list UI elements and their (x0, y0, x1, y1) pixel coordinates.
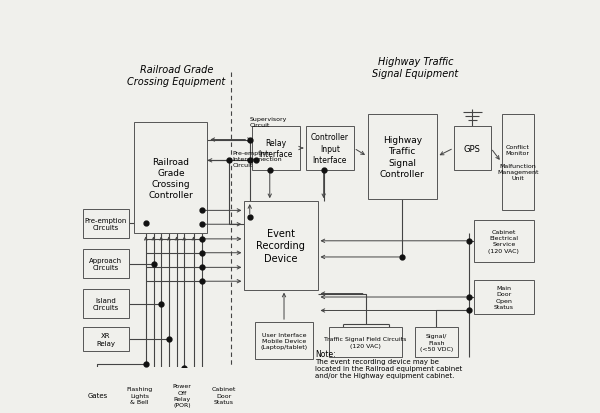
Text: Cabinet
Electrical
Service
(120 VAC): Cabinet Electrical Service (120 VAC) (488, 230, 519, 253)
Bar (83, 328, 129, 351)
Text: Traffic Signal Field Circuits
(120 VAC): Traffic Signal Field Circuits (120 VAC) (325, 337, 407, 348)
Text: Railroad Grade
Crossing Equipment: Railroad Grade Crossing Equipment (127, 65, 226, 86)
Text: Pre-emption
Circuits: Pre-emption Circuits (85, 217, 127, 231)
Bar (329, 328, 402, 357)
Text: Highway
Traffic
Signal
Controller: Highway Traffic Signal Controller (380, 136, 425, 178)
Bar (368, 115, 437, 199)
Bar (306, 126, 354, 171)
Bar (502, 115, 534, 211)
Bar (134, 123, 208, 234)
Text: Relay
Interface: Relay Interface (259, 139, 293, 159)
Bar (83, 209, 129, 239)
Text: Power
Off
Relay
(POR): Power Off Relay (POR) (173, 383, 191, 407)
Bar (474, 280, 534, 315)
Bar (454, 126, 491, 171)
Bar (83, 289, 129, 318)
Text: Gates: Gates (87, 392, 107, 398)
Text: Railroad
Grade
Crossing
Controller: Railroad Grade Crossing Controller (148, 157, 193, 199)
Bar (123, 380, 157, 411)
Text: Highway Traffic
Signal Equipment: Highway Traffic Signal Equipment (372, 57, 458, 79)
Bar (255, 322, 313, 359)
Text: User Interface
Mobile Device
(Laptop/tablet): User Interface Mobile Device (Laptop/tab… (260, 332, 308, 349)
Text: Pre-emption
Interconnection
Circuit: Pre-emption Interconnection Circuit (233, 151, 283, 168)
Text: Event
Recording
Device: Event Recording Device (256, 228, 305, 263)
Text: Flashing
Lights
& Bell: Flashing Lights & Bell (127, 387, 153, 404)
Text: Main
Door
Open
Status: Main Door Open Status (494, 285, 514, 309)
Text: Conflict
Monitor

Malfunction
Management
Unit: Conflict Monitor Malfunction Management … (497, 145, 538, 181)
Bar (415, 328, 458, 357)
Text: GPS: GPS (464, 144, 481, 153)
Text: Note:: Note: (315, 349, 336, 358)
Text: Controller
Input
Interface: Controller Input Interface (311, 133, 349, 164)
Bar (206, 380, 241, 411)
Bar (83, 249, 129, 278)
Text: The event recording device may be
located in the Railroad equipment cabinet
and/: The event recording device may be locate… (315, 358, 463, 378)
Bar (252, 126, 300, 171)
Bar (165, 380, 199, 411)
Text: Island
Circuits: Island Circuits (92, 297, 119, 311)
Text: Supervisory
Circuit: Supervisory Circuit (250, 117, 287, 128)
Text: Signal/
Flash
(<50 VDC): Signal/ Flash (<50 VDC) (420, 334, 453, 351)
Bar (244, 202, 317, 290)
Text: XR
Relay: XR Relay (96, 332, 115, 346)
Text: Cabinet
Door
Status: Cabinet Door Status (211, 387, 236, 404)
Bar (83, 380, 112, 411)
Text: Approach
Circuits: Approach Circuits (89, 257, 122, 271)
Bar (474, 220, 534, 262)
